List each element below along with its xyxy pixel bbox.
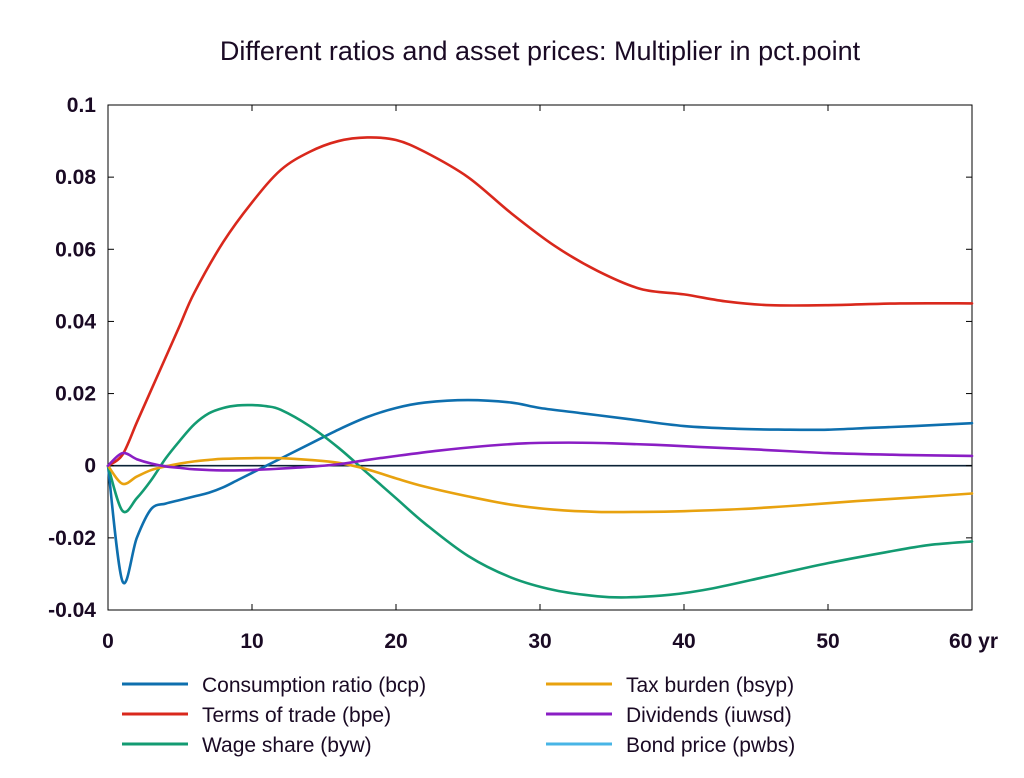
y-tick-label: -0.02 [48, 527, 96, 550]
series-line-wage-share [106, 403, 974, 599]
y-tick-label: 0.04 [55, 310, 96, 333]
legend-item-tax-burden: Tax burden (bsyp) [546, 674, 794, 697]
y-tick-label: -0.04 [48, 599, 96, 622]
y-tick-label: 0.1 [67, 94, 97, 117]
legend-item-terms-of-trade: Terms of trade (bpe) [122, 704, 391, 727]
x-tick-label: 10 [240, 630, 263, 653]
x-tick-label: 30 [528, 630, 551, 653]
x-tick-label: 40 [672, 630, 695, 653]
x-tick-label: 0 [102, 630, 114, 653]
chart-title: Different ratios and asset prices: Multi… [220, 36, 861, 66]
x-tick-label: 60 yr [949, 630, 998, 653]
legend-label: Bond price (pwbs) [626, 734, 795, 757]
legend-item-bond-price: Bond price (pwbs) [546, 734, 795, 757]
legend-label: Wage share (byw) [202, 734, 372, 757]
y-tick-label: 0 [84, 455, 96, 478]
y-tick-label: 0.08 [55, 166, 96, 189]
x-tick-label: 20 [384, 630, 407, 653]
legend-item-wage-share: Wage share (byw) [122, 734, 372, 757]
x-tick-label: 50 [816, 630, 839, 653]
plot-area: -0.04 -0.02 0 0.02 0.04 0.06 0.08 0.1 0 10 20 30 40 5… [48, 94, 998, 653]
legend-item-dividends: Dividends (iuwsd) [546, 704, 792, 727]
plot-frame [107, 104, 973, 611]
y-tick-label: 0.06 [55, 238, 96, 261]
series-line-consumption-ratio [106, 398, 974, 585]
legend-label: Terms of trade (bpe) [202, 704, 391, 727]
legend-label: Dividends (iuwsd) [626, 704, 792, 727]
legend-label: Consumption ratio (bcp) [202, 674, 426, 697]
legend-label: Tax burden (bsyp) [626, 674, 794, 697]
legend: Consumption ratio (bcp) Terms of trade (b… [122, 674, 795, 757]
legend-item-consumption-ratio: Consumption ratio (bcp) [122, 674, 426, 697]
series-line-dividends [106, 441, 974, 472]
series-line-terms-of-trade [106, 136, 974, 468]
series-line-tax-burden [106, 456, 974, 514]
y-tick-label: 0.02 [55, 383, 96, 406]
